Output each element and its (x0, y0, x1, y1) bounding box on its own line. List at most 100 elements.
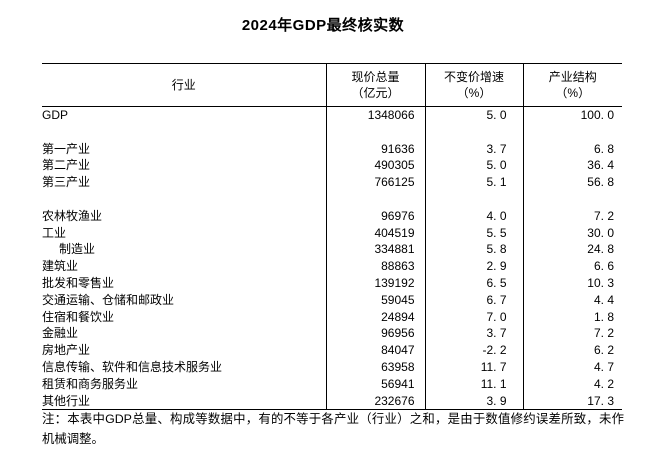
page-title: 2024年GDP最终核实数 (241, 17, 405, 34)
industry-cell: 其他行业 (42, 393, 91, 408)
industry-cell: 农林牧渔业 (42, 208, 103, 223)
current-total-cell (325, 190, 425, 208)
header-structure-unit: （%） (555, 86, 591, 100)
table-row: 工业 404519 5. 5 30. 0 (42, 224, 622, 242)
growth-cell: 5. 5 (424, 224, 523, 242)
current-total-cell: 766125 (325, 174, 425, 191)
growth-cell: 7. 0 (424, 308, 523, 326)
current-total-cell: 24894 (325, 308, 425, 326)
header-growth-unit: （%） (456, 86, 492, 100)
industry-cell: 住宿和餐饮业 (42, 309, 115, 324)
industry-cell: 交通运输、仓储和邮政业 (42, 292, 175, 307)
current-total-cell: 56941 (325, 375, 425, 393)
structure-cell: 6. 2 (522, 342, 622, 359)
growth-cell: 6. 5 (424, 274, 523, 292)
header-current-total: 现价总量 （亿元） (325, 63, 425, 107)
growth-cell: 3. 7 (424, 325, 523, 343)
header-row: 行业 现价总量 （亿元） 不变价增速 （%） 产业结构 （%） (42, 63, 622, 107)
current-total-cell: 1348066 (325, 106, 425, 124)
table-row: 其他行业 232676 3. 9 17. 3 (42, 392, 622, 410)
industry-cell: 第三产业 (42, 175, 91, 190)
structure-cell (522, 190, 622, 208)
structure-cell: 4. 4 (522, 291, 622, 309)
growth-cell: 6. 7 (424, 291, 523, 309)
table-row: 金融业 96956 3. 7 7. 2 (42, 325, 622, 343)
current-total-cell (325, 123, 425, 141)
table-row: 信息传输、软件和信息技术服务业 63958 11. 7 4. 7 (42, 358, 622, 376)
growth-cell: 5. 1 (424, 174, 523, 191)
structure-cell: 30. 0 (522, 224, 622, 242)
structure-cell: 17. 3 (522, 392, 622, 410)
table-row: 租赁和商务服务业 56941 11. 1 4. 2 (42, 375, 622, 393)
industry-cell (42, 124, 326, 141)
current-total-cell: 88863 (325, 258, 425, 275)
structure-cell: 4. 2 (522, 375, 622, 393)
structure-cell: 6. 8 (522, 140, 622, 158)
structure-cell: 6. 6 (522, 258, 622, 275)
industry-cell: 制造业 (59, 242, 96, 257)
growth-cell: -2. 2 (424, 342, 523, 359)
industry-cell (42, 191, 326, 208)
structure-cell: 7. 2 (522, 207, 622, 225)
current-total-cell: 334881 (325, 241, 425, 259)
current-total-cell: 84047 (325, 342, 425, 359)
structure-cell: 24. 8 (522, 241, 622, 259)
current-total-cell: 63958 (325, 358, 425, 376)
growth-cell: 11. 1 (424, 375, 523, 393)
current-total-cell: 490305 (325, 157, 425, 175)
table-row: 房地产业 84047 -2. 2 6. 2 (42, 342, 622, 359)
table-row: 批发和零售业 139192 6. 5 10. 3 (42, 274, 622, 292)
current-total-cell: 96956 (325, 325, 425, 343)
header-growth-label: 不变价增速 (443, 70, 504, 84)
spacer-row (42, 190, 622, 208)
table-body: GDP 1348066 5. 0 100. 0 第一产业 91636 3. 7 6. 8 第二产… (42, 106, 622, 410)
industry-cell: 工业 (42, 225, 67, 240)
header-current-total-label: 现价总量 (351, 70, 400, 84)
growth-cell: 5. 8 (424, 241, 523, 259)
table-row: 交通运输、仓储和邮政业 59045 6. 7 4. 4 (42, 291, 622, 309)
industry-cell: 信息传输、软件和信息技术服务业 (42, 359, 223, 374)
growth-cell (424, 123, 523, 141)
structure-cell: 7. 2 (522, 325, 622, 343)
current-total-cell: 139192 (325, 274, 425, 292)
table-row: 住宿和餐饮业 24894 7. 0 1. 8 (42, 308, 622, 326)
current-total-cell: 404519 (325, 224, 425, 242)
current-total-cell: 59045 (325, 291, 425, 309)
growth-cell: 3. 7 (424, 140, 523, 158)
table-row: 第二产业 490305 5. 0 36. 4 (42, 157, 622, 175)
table-row: 制造业 334881 5. 8 24. 8 (42, 241, 622, 259)
industry-cell: 房地产业 (42, 343, 91, 358)
structure-cell: 1. 8 (522, 308, 622, 326)
header-structure-label: 产业结构 (548, 70, 597, 84)
growth-cell: 5. 0 (424, 106, 523, 124)
growth-cell: 3. 9 (424, 392, 523, 410)
table-row: 第一产业 91636 3. 7 6. 8 (42, 140, 622, 158)
industry-cell: 第一产业 (42, 141, 91, 156)
growth-cell: 5. 0 (424, 157, 523, 175)
header-industry: 行业 (42, 63, 326, 107)
current-total-cell: 96976 (325, 207, 425, 225)
structure-cell: 4. 7 (522, 358, 622, 376)
structure-cell (522, 123, 622, 141)
growth-cell: 4. 0 (424, 207, 523, 225)
table-row: 第三产业 766125 5. 1 56. 8 (42, 174, 622, 191)
gdp-table: 行业 现价总量 （亿元） 不变价增速 （%） 产业结构 （%） GDP 13480… (42, 63, 622, 411)
current-total-cell: 232676 (325, 392, 425, 410)
table-row: 农林牧渔业 96976 4. 0 7. 2 (42, 207, 622, 225)
table-row: GDP 1348066 5. 0 100. 0 (42, 106, 622, 124)
footnote: 注：本表中GDP总量、构成等数据中，有的不等于各产业（行业）之和，是由于数值修约… (42, 412, 624, 447)
industry-cell: GDP (42, 108, 69, 122)
structure-cell: 36. 4 (522, 157, 622, 175)
industry-cell: 批发和零售业 (42, 275, 115, 290)
header-growth: 不变价增速 （%） (424, 63, 523, 107)
growth-cell (424, 190, 523, 208)
header-industry-label: 行业 (171, 78, 196, 92)
structure-cell: 100. 0 (522, 106, 622, 124)
header-current-total-unit: （亿元） (351, 86, 400, 100)
industry-cell: 建筑业 (42, 259, 79, 274)
current-total-cell: 91636 (325, 140, 425, 158)
header-structure: 产业结构 （%） (522, 63, 622, 107)
industry-cell: 金融业 (42, 326, 79, 341)
table-row: 建筑业 88863 2. 9 6. 6 (42, 258, 622, 275)
structure-cell: 10. 3 (522, 274, 622, 292)
